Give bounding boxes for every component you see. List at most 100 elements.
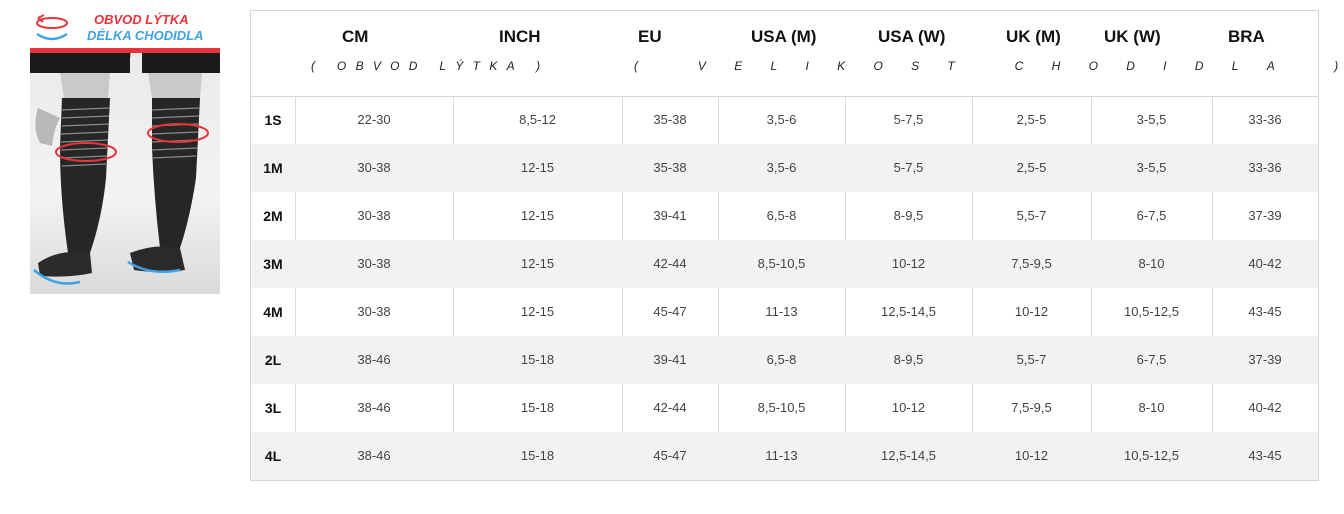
cell-cm: 30-38 xyxy=(357,256,391,271)
subheader-calf: ( OBVOD LÝTKA ) xyxy=(311,59,563,73)
cell-bra: 37-39 xyxy=(1248,352,1282,367)
header-uk-w: UK (W) xyxy=(1104,27,1161,46)
cell-usa-m: 8,5-10,5 xyxy=(757,400,806,415)
cell-usa-w: 10-12 xyxy=(891,256,926,271)
cell-uk-m: 5,5-7 xyxy=(1016,352,1047,367)
cell-size: 3M xyxy=(263,256,283,272)
cell-inch: 12-15 xyxy=(520,256,555,271)
cell-usa-m: 6,5-8 xyxy=(766,208,797,223)
cell-uk-w: 10,5-12,5 xyxy=(1124,304,1179,319)
cell-bra: 40-42 xyxy=(1248,256,1282,271)
cell-usa-m: 8,5-10,5 xyxy=(757,256,806,271)
cell-usa-m: 3,5-6 xyxy=(766,160,797,175)
size-guide-illustration: OBVOD LÝTKA DÉLKA CHODIDLA xyxy=(30,10,220,294)
cell-uk-m: 2,5-5 xyxy=(1016,160,1047,175)
cell-cm: 30-38 xyxy=(357,208,391,223)
cell-uk-m: 10-12 xyxy=(1014,304,1049,319)
cell-inch: 12-15 xyxy=(520,208,555,223)
header-inch: INCH xyxy=(499,27,541,46)
table-row: 3M 30-38 12-15 42-44 8,5-10,5 10-12 7,5-9,5 8-1… xyxy=(251,240,1318,288)
subheader-foot: ( VELIKOST CHODIDLA ) xyxy=(634,59,1344,73)
cell-bra: 33-36 xyxy=(1248,160,1282,175)
cell-usa-w: 8-9,5 xyxy=(893,208,924,223)
cell-size: 4L xyxy=(264,448,282,464)
cell-usa-w: 5-7,5 xyxy=(893,112,924,127)
cell-size: 2M xyxy=(263,208,283,224)
cell-eu: 42-44 xyxy=(653,256,687,271)
table-row: 1S 22-30 8,5-12 35-38 3,5-6 5-7,5 2,5-5 3-5,5 33… xyxy=(251,96,1318,144)
cell-usa-w: 12,5-14,5 xyxy=(881,448,936,463)
cell-uk-w: 8-10 xyxy=(1138,400,1165,415)
table-row: 3L 38-46 15-18 42-44 8,5-10,5 10-12 7,5-9,5 8-1… xyxy=(251,384,1318,432)
cell-uk-w: 6-7,5 xyxy=(1136,208,1167,223)
calf-circumference-icon xyxy=(36,14,68,29)
cell-usa-w: 5-7,5 xyxy=(893,160,924,175)
cell-cm: 30-38 xyxy=(357,160,391,175)
cell-usa-m: 3,5-6 xyxy=(766,112,797,127)
cell-inch: 8,5-12 xyxy=(519,112,556,127)
subheader-foot-text: ( VELIKOST CHODIDLA ) xyxy=(634,59,1344,73)
cell-cm: 38-46 xyxy=(357,400,391,415)
cell-cm: 38-46 xyxy=(357,352,391,367)
table-row: 2L 38-46 15-18 39-41 6,5-8 8-9,5 5,5-7 6-7,5 37-… xyxy=(251,336,1318,384)
compression-sleeve-photo xyxy=(30,48,220,294)
cell-size: 2L xyxy=(264,352,282,368)
cell-inch: 15-18 xyxy=(520,400,555,415)
cell-usa-w: 12,5-14,5 xyxy=(881,304,936,319)
cell-uk-m: 5,5-7 xyxy=(1016,208,1047,223)
cell-bra: 40-42 xyxy=(1248,400,1282,415)
cell-uk-m: 7,5-9,5 xyxy=(1011,400,1052,415)
cell-size: 3L xyxy=(264,400,282,416)
foot-length-icon xyxy=(36,32,68,41)
cell-uk-w: 10,5-12,5 xyxy=(1124,448,1179,463)
legend-foot: DÉLKA CHODIDLA xyxy=(30,28,220,44)
cell-bra: 43-45 xyxy=(1248,448,1282,463)
cell-usa-m: 11-13 xyxy=(765,448,798,463)
table-row: 4M 30-38 12-15 45-47 11-13 12,5-14,5 10-12 10,5… xyxy=(251,288,1318,336)
cell-inch: 12-15 xyxy=(520,160,555,175)
cell-eu: 35-38 xyxy=(653,112,687,127)
header-bra: BRA xyxy=(1228,27,1265,46)
cell-uk-w: 6-7,5 xyxy=(1136,352,1167,367)
table-row: 4L 38-46 15-18 45-47 11-13 12,5-14,5 10-12 10,5… xyxy=(251,432,1318,480)
cell-eu: 42-44 xyxy=(653,400,687,415)
cell-uk-m: 2,5-5 xyxy=(1016,112,1047,127)
cell-inch: 15-18 xyxy=(520,352,555,367)
legend-calf-label: OBVOD LÝTKA xyxy=(94,12,189,27)
header-eu: EU xyxy=(638,27,662,46)
header-uk-m: UK (M) xyxy=(1006,27,1061,46)
cell-inch: 12-15 xyxy=(520,304,555,319)
table-header: CM INCH EU USA (M) USA (W) UK (M) UK (W)… xyxy=(251,11,1344,97)
cell-uk-m: 10-12 xyxy=(1014,448,1049,463)
table-row: 2M 30-38 12-15 39-41 6,5-8 8-9,5 5,5-7 6-7,5 37-… xyxy=(251,192,1318,240)
cell-usa-m: 6,5-8 xyxy=(766,352,797,367)
legend-calf: OBVOD LÝTKA xyxy=(30,12,220,29)
cell-bra: 37-39 xyxy=(1248,208,1282,223)
cell-eu: 39-41 xyxy=(653,208,687,223)
cell-size: 1M xyxy=(263,160,283,176)
cell-uk-w: 3-5,5 xyxy=(1136,112,1167,127)
cell-uk-m: 7,5-9,5 xyxy=(1011,256,1052,271)
legs-with-sleeves-image xyxy=(30,48,220,285)
table-row: 1M 30-38 12-15 35-38 3,5-6 5-7,5 2,5-5 3-5,5 33-… xyxy=(251,144,1318,192)
size-chart-table: CM INCH EU USA (M) USA (W) UK (M) UK (W)… xyxy=(250,10,1344,481)
cell-eu: 45-47 xyxy=(653,448,687,463)
cell-size: 1S xyxy=(264,112,282,128)
cell-bra: 43-45 xyxy=(1248,304,1282,319)
subheader-calf-text: ( OBVOD LÝTKA ) xyxy=(311,59,550,73)
header-cm: CM xyxy=(342,27,369,46)
cell-bra: 33-36 xyxy=(1248,112,1282,127)
legend-foot-label: DÉLKA CHODIDLA xyxy=(87,28,204,43)
header-usa-m: USA (M) xyxy=(751,27,817,46)
cell-uk-w: 3-5,5 xyxy=(1136,160,1167,175)
cell-eu: 45-47 xyxy=(653,304,687,319)
cell-eu: 39-41 xyxy=(653,352,687,367)
cell-inch: 15-18 xyxy=(520,448,555,463)
cell-eu: 35-38 xyxy=(653,160,687,175)
cell-usa-w: 8-9,5 xyxy=(893,352,924,367)
cell-usa-w: 10-12 xyxy=(891,400,926,415)
cell-size: 4M xyxy=(263,304,283,320)
cell-cm: 38-46 xyxy=(357,448,391,463)
cell-cm: 22-30 xyxy=(357,112,391,127)
cell-uk-w: 8-10 xyxy=(1138,256,1165,271)
